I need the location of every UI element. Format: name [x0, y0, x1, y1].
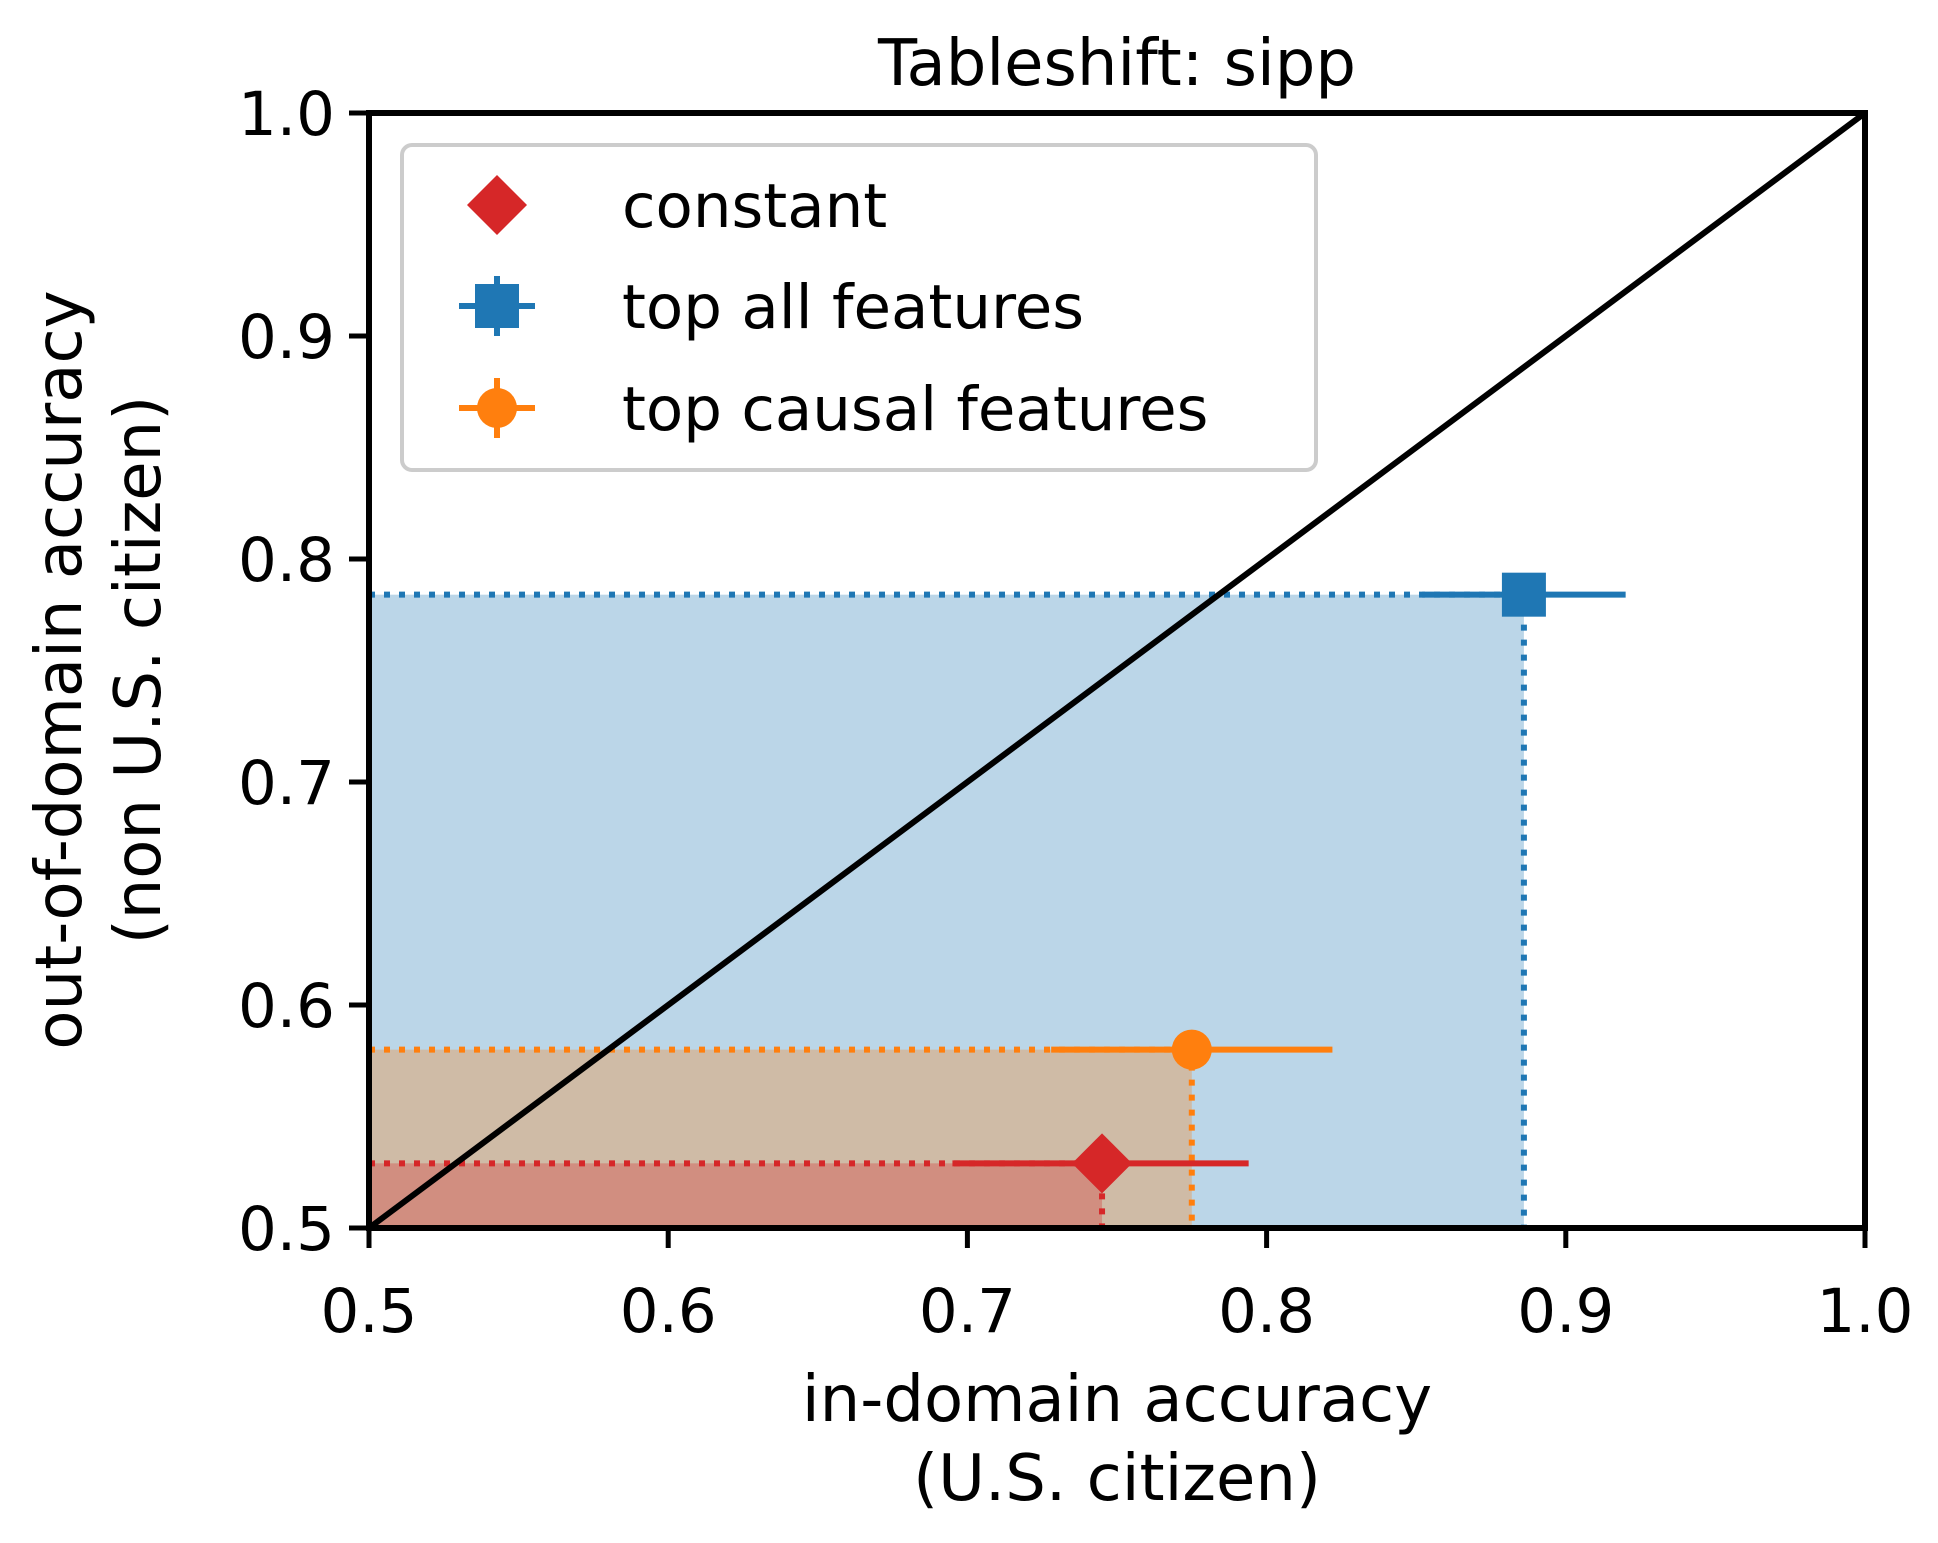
x-tick-label-1: 0.6 — [620, 1276, 717, 1347]
legend-item-top-all-features: top all features — [459, 272, 1084, 343]
y-axis-label-line-2: (non U.S. citizen) — [102, 396, 176, 944]
legend-label-top-causal-features: top causal features — [622, 374, 1208, 445]
x-tick-label-3: 0.8 — [1218, 1276, 1315, 1347]
point-constant — [1072, 1133, 1133, 1194]
x-axis-label-line-1: in-domain accuracy — [802, 1363, 1432, 1437]
shaded-regions — [369, 594, 1524, 1228]
x-tick-label-5: 1.0 — [1816, 1276, 1913, 1347]
y-tick-label-4: 0.9 — [238, 302, 335, 373]
y-tick-label-3: 0.8 — [238, 525, 335, 596]
legend-marker-constant — [467, 175, 527, 235]
legend-marker-top-all-features — [475, 284, 519, 328]
region-top-all-features — [369, 594, 1524, 1228]
y-tick-label-0: 0.5 — [238, 1194, 335, 1265]
y-axis-label-line-1: out-of-domain accuracy — [23, 290, 97, 1049]
y-tick-label-2: 0.7 — [238, 748, 335, 819]
legend-item-top-causal-features: top causal features — [459, 374, 1208, 445]
diagonal-reference-line — [367, 110, 1867, 1231]
legend-box — [400, 143, 1318, 472]
x-tick-label-0: 0.5 — [320, 1276, 417, 1347]
x-tick-label-2: 0.7 — [919, 1276, 1016, 1347]
y-tick-label-1: 0.6 — [238, 971, 335, 1042]
y-tick-label-5: 1.0 — [238, 79, 335, 150]
plot-frame — [366, 110, 1868, 1231]
legend-label-top-all-features: top all features — [622, 272, 1084, 343]
legend-marker-top-causal-features — [477, 388, 517, 428]
region-top-causal-features — [369, 1049, 1192, 1228]
legend-item-constant: constant — [467, 171, 887, 242]
point-top-all-features — [1501, 572, 1546, 617]
data-markers — [1072, 572, 1546, 1194]
dotted-guide-lines — [369, 591, 1527, 1228]
legend-label-constant: constant — [622, 171, 887, 242]
x-tick-label-4: 0.9 — [1517, 1276, 1614, 1347]
x-axis-label-line-2: (U.S. citizen) — [913, 1442, 1321, 1516]
legend: constant top all features top causal featu… — [400, 143, 1318, 472]
region-constant — [369, 1163, 1103, 1228]
point-top-causal-features — [1171, 1029, 1212, 1070]
chart-title: Tableshift: sipp — [877, 27, 1356, 101]
axis-ticks: 0.5 0.6 0.7 0.8 0.9 1.0 0.5 0.6 0.7 0.8 0.9 1.0 — [238, 79, 1914, 1347]
